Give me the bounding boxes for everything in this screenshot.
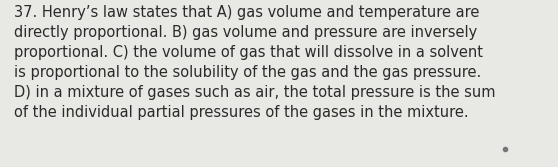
Text: 37. Henry’s law states that A) gas volume and temperature are
directly proportio: 37. Henry’s law states that A) gas volum… — [14, 5, 496, 120]
